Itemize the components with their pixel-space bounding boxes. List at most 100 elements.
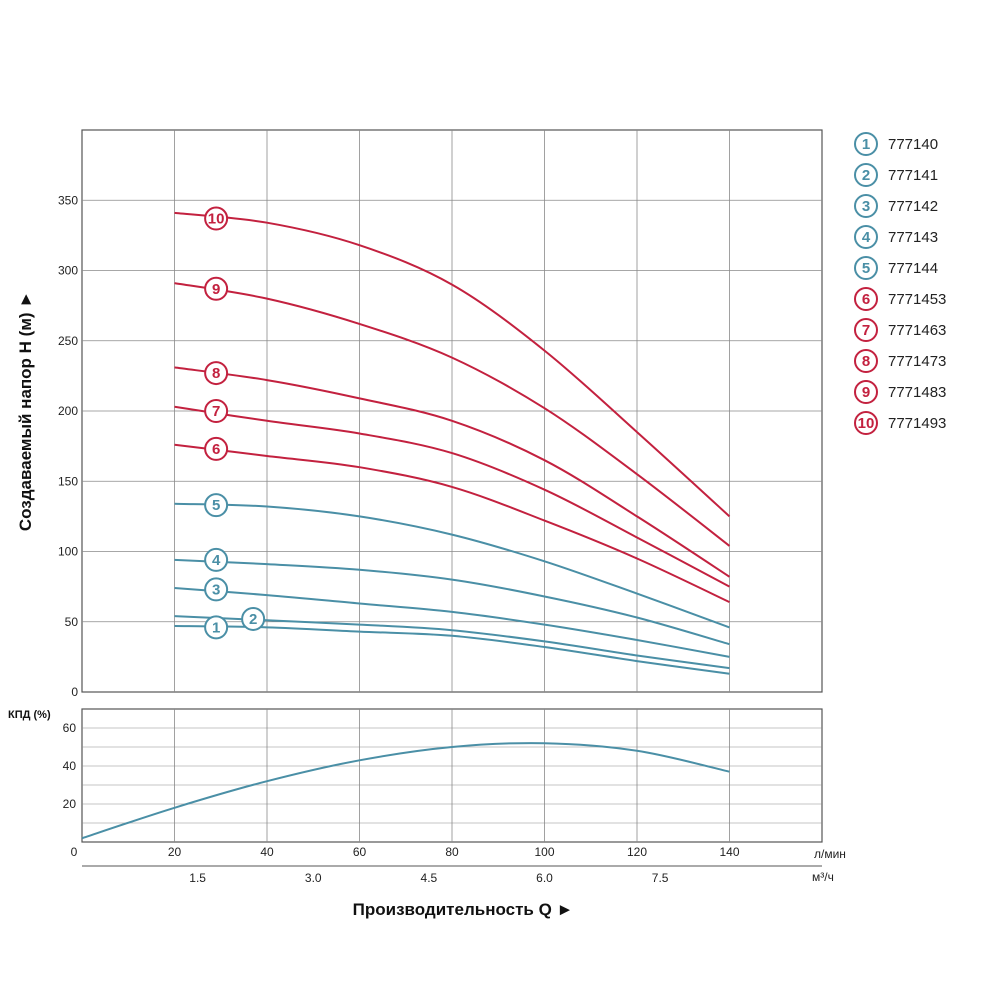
legend-marker-1: 1 [862,136,870,153]
legend-marker-circle-2 [854,163,878,187]
legend-item-2: 2 777141 [854,163,938,187]
x2-tick-6.0: 6.0 [536,871,553,885]
legend-marker-circle-1 [854,132,878,156]
curve-label-1: 1 [212,619,220,636]
legend-label-7: 7771463 [888,322,946,339]
head-grid [82,130,822,692]
legend-item-3: 3 777142 [854,194,938,218]
legend-item-5: 5 777144 [854,256,938,280]
head-panel: 0 50 100 150 200 250 300 350 1 2 3 4 5 6 7 8 9 10 Создав… [16,129,823,699]
head-y-tick-150: 150 [58,474,78,488]
x2-tick-7.5: 7.5 [652,871,669,885]
legend-marker-5: 5 [862,260,870,277]
legend-marker-circle-3 [854,194,878,218]
x-axes: 0 20 40 60 80 100 120 140 1.5 3.0 4.5 6.0 7.5 л/мин… [71,845,846,919]
legend-label-2: 777141 [888,167,938,184]
head-curve-9 [174,282,731,547]
head-y-tick-350: 350 [58,193,78,207]
legend-item-1: 1 777140 [854,132,938,156]
head-curve-4 [174,558,730,646]
x-tick-20: 20 [168,845,182,859]
efficiency-grid [82,709,822,842]
curve-label-5: 5 [212,497,220,514]
curve-label-2: 2 [249,611,257,628]
legend-marker-10: 10 [858,415,875,432]
head-curve-8 [174,366,731,578]
head-curve-labels: 1 2 3 4 5 6 7 8 9 10 [204,206,266,640]
head-axis-title: Создаваемый напор H (м) ► [16,291,35,531]
legend-label-9: 7771483 [888,384,946,401]
legend-label-10: 7771493 [888,415,946,432]
legend-item-6: 6 7771453 [854,287,946,311]
head-curve-6 [174,443,730,604]
x-tick-140: 140 [719,845,739,859]
efficiency-curve-line [81,742,730,840]
x-tick-0: 0 [71,845,78,859]
head-y-tick-300: 300 [58,264,78,278]
curve-label-10: 10 [208,211,225,228]
head-curve-3 [174,587,730,658]
head-y-tick-0: 0 [71,685,78,699]
head-curve-1 [174,625,730,675]
x-ticks-m3h: 1.5 3.0 4.5 6.0 7.5 [189,871,669,885]
curve-label-circle-7 [204,399,229,423]
efficiency-curve [81,742,730,840]
head-curve-10 [174,211,731,518]
curve-label-circle-3 [204,577,229,602]
legend-label-8: 7771473 [888,353,946,370]
legend-marker-9: 9 [862,384,870,401]
x-unit-lpm: л/мин [814,847,846,861]
curve-label-9: 9 [212,281,220,298]
legend-marker-circle-10 [854,411,878,435]
legend-marker-circle-9 [854,380,878,404]
efficiency-y-tick-40: 40 [63,759,77,773]
efficiency-y-tick-20: 20 [63,797,77,811]
curve-label-circle-5 [204,493,229,518]
legend-item-9: 9 7771483 [854,380,946,404]
efficiency-y-ticks: 20 40 60 [63,721,77,811]
curve-label-circle-10 [204,206,229,231]
legend: 1 777140 2 777141 3 777142 4 777143 5 777144 6 7771… [854,132,946,435]
legend-item-10: 10 7771493 [854,411,946,435]
head-curve-5 [174,502,730,629]
legend-marker-circle-4 [854,225,878,249]
curve-label-8: 8 [212,365,220,382]
legend-item-7: 7 7771463 [854,318,946,342]
legend-item-8: 8 7771473 [854,349,946,373]
legend-marker-3: 3 [862,198,870,215]
legend-label-4: 777143 [888,229,938,246]
x2-tick-3.0: 3.0 [305,871,322,885]
curve-label-4: 4 [212,552,221,569]
curve-label-circle-8 [204,361,229,386]
legend-item-4: 4 777143 [854,225,938,249]
legend-label-1: 777140 [888,136,938,153]
legend-marker-7: 7 [862,322,870,339]
x-tick-80: 80 [445,845,459,859]
head-y-tick-100: 100 [58,545,78,559]
head-curve-2 [174,615,730,670]
head-y-tick-250: 250 [58,334,78,348]
x-unit-m3h: м³/ч [812,870,834,884]
curve-label-circle-6 [204,436,229,461]
legend-marker-circle-8 [854,349,878,373]
head-y-tick-200: 200 [58,404,78,418]
curve-label-7: 7 [212,403,220,420]
curve-label-3: 3 [212,581,220,598]
legend-label-5: 777144 [888,260,938,277]
legend-marker-circle-7 [854,318,878,342]
head-y-ticks: 0 50 100 150 200 250 300 350 [58,193,78,699]
legend-label-3: 777142 [888,198,938,215]
efficiency-axis-title: КПД (%) [8,709,51,721]
head-curve-7 [174,405,730,588]
legend-marker-4: 4 [862,229,871,246]
curve-label-6: 6 [212,441,220,458]
head-y-tick-50: 50 [65,615,79,629]
legend-marker-circle-6 [854,287,878,311]
curve-label-circle-4 [204,547,229,572]
legend-marker-2: 2 [862,167,870,184]
legend-marker-6: 6 [862,291,870,308]
x-tick-60: 60 [353,845,367,859]
x-tick-40: 40 [260,845,274,859]
curve-label-circle-1 [204,615,229,640]
